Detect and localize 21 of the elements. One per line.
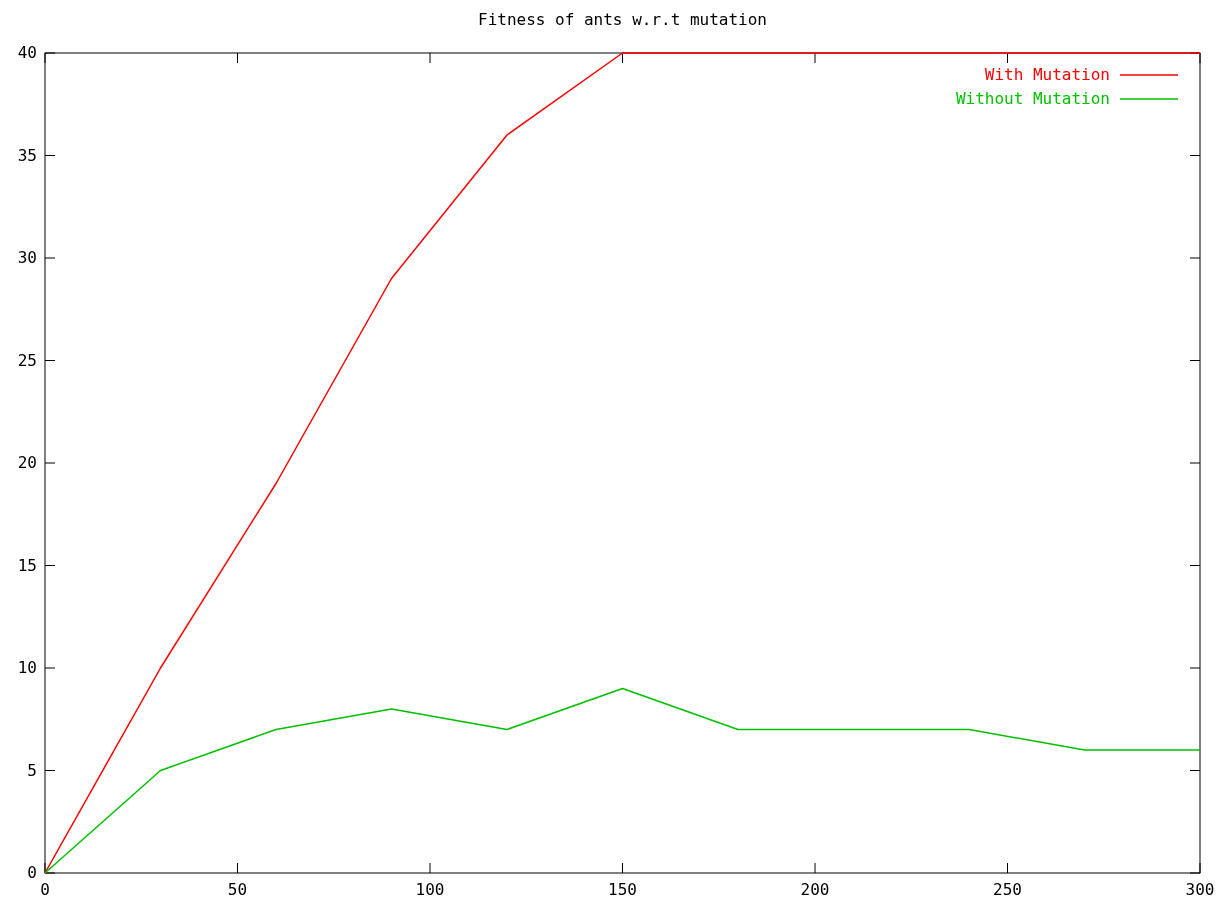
chart-title: Fitness of ants w.r.t mutation xyxy=(478,10,767,29)
x-tick-label: 0 xyxy=(40,880,50,899)
y-tick-label: 25 xyxy=(17,350,37,370)
y-tick-label: 5 xyxy=(27,760,37,780)
y-tick-label: 0 xyxy=(27,863,37,882)
y-tick-label: 20 xyxy=(17,453,37,472)
x-tick-label: 150 xyxy=(608,880,637,899)
y-tick-label: 15 xyxy=(17,555,37,575)
y-tick-label: 30 xyxy=(17,248,37,267)
y-tick-label: 35 xyxy=(17,145,37,165)
legend-label: Without Mutation xyxy=(955,89,1110,108)
x-tick-label: 50 xyxy=(227,880,248,899)
x-tick-label: 300 xyxy=(1185,880,1215,899)
y-tick-label: 10 xyxy=(17,658,37,677)
y-tick-label: 40 xyxy=(17,43,37,62)
line-series xyxy=(44,52,1201,874)
x-tick-label: 200 xyxy=(800,880,830,899)
legend-label: With Mutation xyxy=(984,65,1110,84)
x-tick-label: 250 xyxy=(993,880,1022,899)
line-series xyxy=(44,687,1201,874)
x-tick-label: 100 xyxy=(415,880,445,899)
